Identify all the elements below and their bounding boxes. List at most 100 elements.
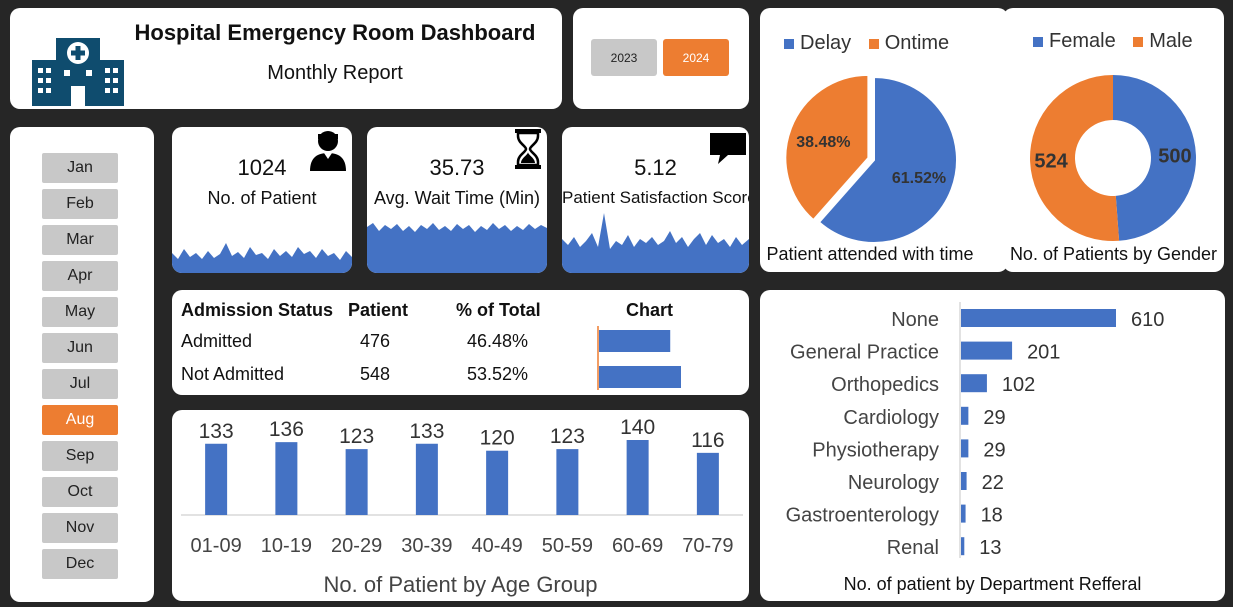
dashboard-subtitle: Monthly Report bbox=[267, 62, 403, 84]
admission-status-table: Admission Status Patient % of Total Char… bbox=[172, 290, 749, 395]
dept-bar-neurology bbox=[961, 472, 967, 490]
age-category-label: 01-09 bbox=[191, 535, 242, 557]
dept-bar-cardiology bbox=[961, 406, 969, 425]
month-button-mar[interactable]: Mar bbox=[42, 225, 118, 255]
hospital-building-icon bbox=[32, 38, 124, 106]
kpi-label-wait-time: Avg. Wait Time (Min) bbox=[373, 188, 541, 208]
databar-admitted bbox=[599, 330, 671, 352]
dept-category-label: Physiotherapy bbox=[812, 439, 939, 461]
year-button-2023[interactable]: 2023 bbox=[591, 39, 657, 76]
dept-bar-renal bbox=[961, 537, 965, 556]
gender-chart-title: No. of Patients by Gender bbox=[1009, 244, 1218, 264]
dept-category-label: General Practice bbox=[790, 342, 939, 364]
age-bar-60-69 bbox=[626, 440, 649, 515]
age-bar-01-09 bbox=[205, 443, 228, 515]
department-referral-chart: None 610 General Practice 201 Orthopedics 102… bbox=[786, 302, 1164, 559]
dept-bar-value-label: 18 bbox=[981, 505, 1003, 527]
column-header-patient: Patient bbox=[348, 300, 409, 320]
age-category-label: 40-49 bbox=[472, 535, 523, 557]
age-bar-value-label: 120 bbox=[480, 427, 515, 450]
age-category-label: 70-79 bbox=[682, 535, 733, 557]
age-bar-70-79 bbox=[696, 452, 719, 515]
dept-bar-value-label: 610 bbox=[1131, 309, 1164, 331]
kpi-card-satisfaction: 5.12 Patient Satisfaction Score bbox=[562, 127, 749, 273]
dept-bar-value-label: 13 bbox=[979, 537, 1001, 559]
month-button-apr[interactable]: Apr bbox=[42, 261, 118, 291]
age-chart-title: No. of Patient by Age Group bbox=[323, 572, 598, 597]
year-selector: 2023 2024 bbox=[573, 8, 749, 109]
age-bar-value-label: 133 bbox=[199, 420, 234, 443]
not-admitted-patient: 548 bbox=[360, 364, 391, 384]
month-button-jan[interactable]: Jan bbox=[42, 153, 118, 183]
dept-bar-value-label: 102 bbox=[1002, 374, 1035, 396]
admitted-patient: 476 bbox=[360, 331, 391, 351]
age-category-label: 20-29 bbox=[331, 535, 382, 557]
dept-category-label: Gastroenterology bbox=[786, 505, 939, 527]
month-button-aug[interactable]: Aug bbox=[42, 405, 118, 435]
legend-swatch-ontime bbox=[868, 38, 879, 49]
month-button-feb[interactable]: Feb bbox=[42, 189, 118, 219]
kpi-label-satisfaction: Patient Satisfaction Score bbox=[562, 188, 749, 207]
column-header-pct: % of Total bbox=[456, 300, 541, 320]
sparkline-satisfaction bbox=[562, 213, 749, 273]
age-bar-value-label: 133 bbox=[409, 420, 444, 443]
legend-label-male: Male bbox=[1149, 30, 1193, 53]
donut-slice-male bbox=[1029, 75, 1120, 241]
dept-category-label: Renal bbox=[887, 537, 939, 559]
attended-time-pie: 61.52% 38.48% bbox=[784, 73, 958, 244]
dept-bar-general-practice bbox=[961, 341, 1013, 360]
admitted-pct: 46.48% bbox=[467, 331, 529, 351]
column-header-status: Admission Status bbox=[181, 300, 334, 320]
month-button-nov[interactable]: Nov bbox=[42, 513, 118, 543]
kpi-value-satisfaction: 5.12 bbox=[634, 155, 677, 180]
gender-donut-card: Female Male 500 524 No. of Patients by Ge… bbox=[1003, 8, 1224, 272]
month-button-jun[interactable]: Jun bbox=[42, 333, 118, 363]
dept-bar-value-label: 29 bbox=[983, 407, 1005, 429]
legend-label-delay: Delay bbox=[800, 32, 852, 55]
month-button-may[interactable]: May bbox=[42, 297, 118, 327]
hourglass-icon bbox=[515, 129, 541, 169]
pie-slice-label: 61.52% bbox=[892, 170, 946, 187]
speech-bubble-icon bbox=[710, 133, 746, 164]
donut-slice-label: 500 bbox=[1158, 146, 1191, 168]
legend-swatch-male bbox=[1133, 36, 1144, 47]
databar-not-admitted bbox=[599, 366, 681, 388]
donut-slice-label: 524 bbox=[1034, 150, 1068, 172]
legend-label-female: Female bbox=[1049, 30, 1116, 53]
admitted-status: Admitted bbox=[181, 331, 253, 351]
dept-bar-physiotherapy bbox=[961, 439, 969, 458]
age-bar-value-label: 136 bbox=[269, 418, 304, 441]
dept-category-label: Neurology bbox=[848, 472, 939, 494]
dept-bar-value-label: 201 bbox=[1027, 342, 1060, 364]
column-header-chart: Chart bbox=[626, 300, 674, 320]
attended-time-legend: Delay Ontime bbox=[784, 32, 961, 55]
legend-swatch-female bbox=[1033, 36, 1043, 47]
sparkline-wait-time bbox=[367, 223, 547, 273]
donut-slice-female bbox=[1113, 75, 1196, 241]
age-bar-value-label: 116 bbox=[691, 429, 724, 452]
age-bar-value-label: 123 bbox=[550, 425, 585, 448]
admission-databars bbox=[597, 326, 681, 390]
month-selector: Jan Feb Mar Apr May Jun Jul Aug Sep Oct … bbox=[10, 127, 154, 602]
dept-category-label: Orthopedics bbox=[831, 374, 939, 396]
month-button-sep[interactable]: Sep bbox=[42, 441, 118, 471]
sparkline-patients bbox=[172, 243, 352, 273]
month-button-oct[interactable]: Oct bbox=[42, 477, 118, 507]
dept-bar-orthopedics bbox=[961, 374, 987, 393]
age-bar-value-label: 123 bbox=[339, 425, 374, 448]
kpi-value-patients: 1024 bbox=[237, 155, 287, 180]
pie-slice-ontime bbox=[784, 73, 870, 222]
age-bar-value-label: 140 bbox=[620, 416, 655, 439]
attended-time-title: Patient attended with time bbox=[766, 244, 974, 264]
age-bar-40-49 bbox=[486, 450, 509, 515]
age-bar-20-29 bbox=[345, 449, 368, 515]
gender-legend: Female Male bbox=[1033, 30, 1205, 53]
gender-donut: 500 524 bbox=[1029, 75, 1196, 241]
year-button-2024[interactable]: 2024 bbox=[663, 39, 729, 76]
month-button-dec[interactable]: Dec bbox=[42, 549, 118, 579]
kpi-card-wait-time: 35.73 Avg. Wait Time (Min) bbox=[367, 127, 547, 273]
age-category-label: 10-19 bbox=[261, 535, 312, 557]
month-button-jul[interactable]: Jul bbox=[42, 369, 118, 399]
not-admitted-pct: 53.52% bbox=[467, 364, 529, 384]
dashboard-title: Hospital Emergency Room Dashboard bbox=[134, 20, 536, 45]
